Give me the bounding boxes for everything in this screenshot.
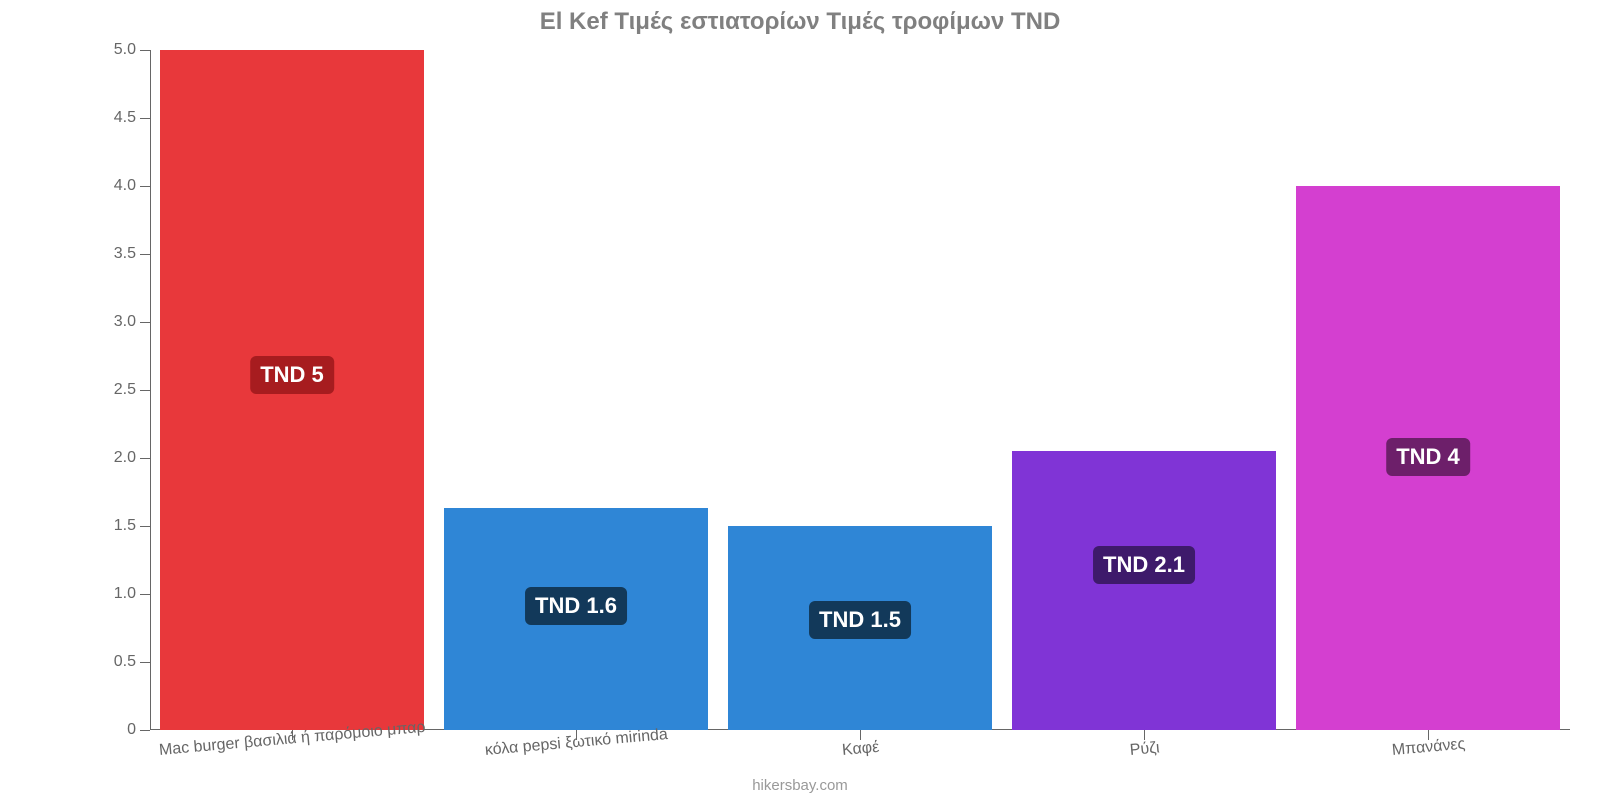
y-axis — [150, 50, 151, 730]
attribution-text: hikersbay.com — [0, 777, 1600, 794]
y-tick-label: 4.0 — [114, 177, 136, 195]
y-tick-label: 5.0 — [114, 41, 136, 59]
x-tick-label: Ρύζι — [1129, 739, 1160, 760]
y-tick — [140, 458, 150, 459]
y-tick-label: 3.0 — [114, 313, 136, 331]
y-tick — [140, 526, 150, 527]
x-tick — [860, 730, 861, 740]
y-tick-label: 2.5 — [114, 381, 136, 399]
value-badge: TND 5 — [250, 356, 334, 394]
y-tick — [140, 186, 150, 187]
y-tick — [140, 662, 150, 663]
y-tick-label: 0 — [127, 721, 136, 739]
chart-title: El Kef Τιμές εστιατορίων Τιμές τροφίμων … — [0, 8, 1600, 36]
chart-container: El Kef Τιμές εστιατορίων Τιμές τροφίμων … — [0, 0, 1600, 800]
y-tick — [140, 594, 150, 595]
bar — [1012, 451, 1276, 730]
value-badge: TND 4 — [1386, 438, 1470, 476]
value-badge: TND 2.1 — [1093, 546, 1195, 584]
y-tick — [140, 390, 150, 391]
y-tick — [140, 730, 150, 731]
y-tick — [140, 254, 150, 255]
y-tick — [140, 322, 150, 323]
y-tick — [140, 50, 150, 51]
y-tick-label: 3.5 — [114, 245, 136, 263]
x-tick-label: Μπανάνες — [1391, 736, 1466, 760]
value-badge: TND 1.6 — [525, 587, 627, 625]
x-tick — [1144, 730, 1145, 740]
y-tick-label: 1.0 — [114, 585, 136, 603]
y-tick-label: 1.5 — [114, 517, 136, 535]
y-tick-label: 4.5 — [114, 109, 136, 127]
value-badge: TND 1.5 — [809, 601, 911, 639]
y-tick — [140, 118, 150, 119]
y-tick-label: 2.0 — [114, 449, 136, 467]
y-tick-label: 0.5 — [114, 653, 136, 671]
plot-area: 00.51.01.52.02.53.03.54.04.55.0Mac burge… — [150, 50, 1570, 730]
x-tick-label: Καφέ — [841, 739, 880, 760]
